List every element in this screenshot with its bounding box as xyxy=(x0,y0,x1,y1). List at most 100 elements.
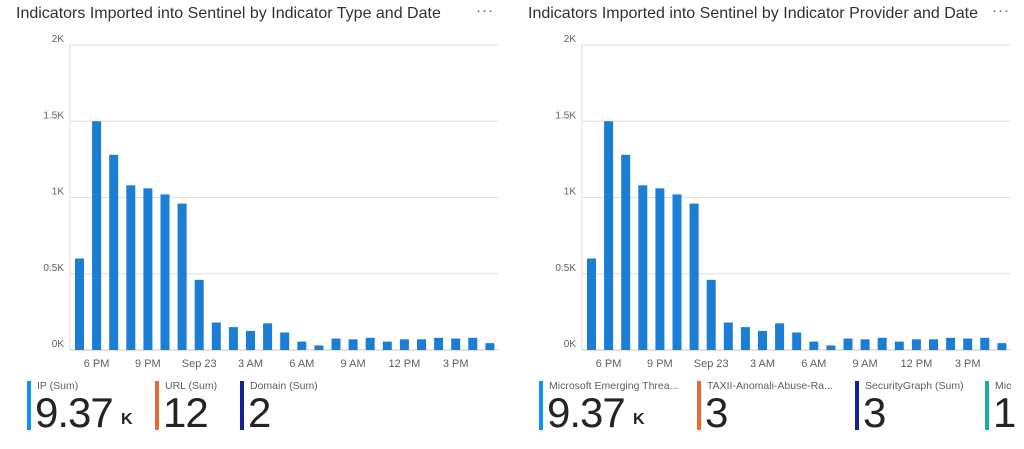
bar[interactable] xyxy=(826,345,836,350)
tile-label: Domain (Sum) xyxy=(250,380,318,392)
bar[interactable] xyxy=(331,338,341,350)
bar[interactable] xyxy=(723,322,733,350)
bar[interactable] xyxy=(280,332,290,350)
x-tick-label: 9 PM xyxy=(135,358,161,370)
x-tick-label: 6 PM xyxy=(596,358,622,370)
y-tick-label: 1K xyxy=(52,187,65,198)
bar[interactable] xyxy=(980,337,990,350)
tile-value: 9.37 xyxy=(35,389,114,436)
chart-title: Indicators Imported into Sentinel by Ind… xyxy=(528,5,979,22)
tile-color-bar xyxy=(985,381,989,430)
bar[interactable] xyxy=(365,337,375,350)
x-tick-label: Sep 23 xyxy=(182,358,217,370)
tile-unit: K xyxy=(121,411,133,428)
bar[interactable] xyxy=(485,343,495,350)
bar[interactable] xyxy=(468,337,478,350)
bar[interactable] xyxy=(109,154,119,350)
bar[interactable] xyxy=(297,341,307,350)
x-tick-label: 3 PM xyxy=(443,358,469,370)
y-tick-label: 2K xyxy=(52,34,65,45)
bar[interactable] xyxy=(894,341,904,350)
bar[interactable] xyxy=(211,322,221,350)
bar[interactable] xyxy=(246,330,255,350)
bar[interactable] xyxy=(809,341,819,350)
x-tick-label: 6 AM xyxy=(801,358,826,370)
tile-color-bar xyxy=(155,381,159,430)
tile-value: 3 xyxy=(705,389,728,436)
bar[interactable] xyxy=(877,337,887,350)
x-tick-label: 6 AM xyxy=(289,358,314,370)
bar[interactable] xyxy=(638,185,648,350)
tile-label: SecurityGraph (Sum) xyxy=(865,380,964,392)
chart-title: Indicators Imported into Sentinel by Ind… xyxy=(16,5,441,22)
x-tick-label: 9 AM xyxy=(341,358,366,370)
tile-value: 12 xyxy=(163,389,209,436)
y-tick-label: 1.5K xyxy=(555,110,576,121)
bar[interactable] xyxy=(160,194,170,350)
y-tick-label: 1K xyxy=(564,187,577,198)
tile-color-bar xyxy=(697,381,701,430)
summary-tiles: Microsoft Emerging Threa... 9.37 K TAXII-An… xyxy=(512,378,1024,449)
tile-value: 9.37 xyxy=(547,389,626,436)
y-tick-label: 0.5K xyxy=(43,263,64,274)
bar[interactable] xyxy=(451,338,461,350)
bar[interactable] xyxy=(399,339,409,350)
x-tick-label: 3 AM xyxy=(238,358,263,370)
bar[interactable] xyxy=(194,279,204,350)
more-options-icon[interactable]: ··· xyxy=(476,2,494,19)
bar[interactable] xyxy=(382,341,392,350)
tile-value: 3 xyxy=(863,389,886,436)
bar[interactable] xyxy=(314,345,324,350)
bar[interactable] xyxy=(672,194,682,350)
bar[interactable] xyxy=(911,339,921,350)
tile-color-bar xyxy=(539,381,543,430)
bar[interactable] xyxy=(843,338,853,350)
bar[interactable] xyxy=(604,121,614,350)
tile-value: 1 xyxy=(993,389,1016,436)
bar[interactable] xyxy=(228,327,238,350)
bar[interactable] xyxy=(126,185,136,350)
tile-label: Mic xyxy=(995,380,1012,392)
bar[interactable] xyxy=(706,279,716,350)
bar[interactable] xyxy=(792,332,802,350)
bar[interactable] xyxy=(92,121,102,350)
bar[interactable] xyxy=(758,330,767,350)
bar[interactable] xyxy=(263,323,273,350)
tile-color-bar xyxy=(855,381,859,430)
bar[interactable] xyxy=(177,203,187,350)
tile-label: Microsoft Emerging Threa... xyxy=(549,380,679,392)
bar[interactable] xyxy=(860,339,870,350)
bar[interactable] xyxy=(587,258,596,351)
more-options-icon[interactable]: ··· xyxy=(992,2,1010,19)
bar[interactable] xyxy=(655,188,665,350)
bar[interactable] xyxy=(75,258,84,351)
bar[interactable] xyxy=(689,203,699,350)
tile-color-bar xyxy=(240,381,244,430)
bar[interactable] xyxy=(946,337,956,350)
y-tick-label: 1.5K xyxy=(43,110,64,121)
bar[interactable] xyxy=(417,339,426,350)
bar[interactable] xyxy=(929,339,938,350)
summary-tiles: IP (Sum) 9.37 K URL (Sum) 12 Domain (Sum) 2 xyxy=(0,378,512,449)
bar[interactable] xyxy=(348,339,358,350)
bar-chart: 0K 0.5K 1K 1.5K 2K 6 PM 9 PM Sep 23 3 AM 6 AM 9 AM… xyxy=(555,34,1010,370)
y-tick-label: 2K xyxy=(564,34,577,45)
bar[interactable] xyxy=(434,337,444,350)
x-tick-label: 6 PM xyxy=(84,358,110,370)
y-tick-label: 0K xyxy=(564,339,577,350)
y-tick-label: 0.5K xyxy=(555,263,576,274)
bar[interactable] xyxy=(143,188,153,350)
x-tick-label: Sep 23 xyxy=(694,358,729,370)
chart-panel-indicator-type: Indicators Imported into Sentinel by Ind… xyxy=(0,2,512,449)
bar-chart: 0K 0.5K 1K 1.5K 2K 6 PM 9 PM Sep 23 3 AM 6 AM 9 AM… xyxy=(43,34,498,370)
tile-unit: K xyxy=(633,411,645,428)
x-tick-label: 3 PM xyxy=(955,358,981,370)
bar[interactable] xyxy=(997,343,1007,350)
bar[interactable] xyxy=(963,338,973,350)
bar[interactable] xyxy=(740,327,750,350)
tile-value: 2 xyxy=(248,389,271,436)
bar[interactable] xyxy=(775,323,785,350)
bar[interactable] xyxy=(621,154,631,350)
tile-color-bar xyxy=(27,381,31,430)
x-tick-label: 9 AM xyxy=(853,358,878,370)
